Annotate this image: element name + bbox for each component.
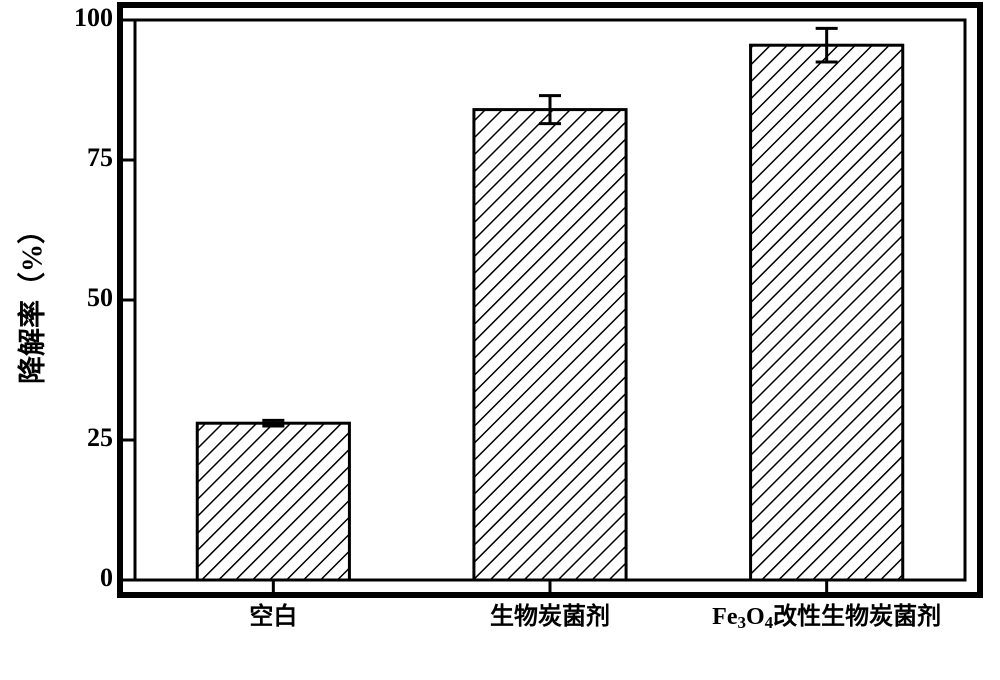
bar (751, 45, 903, 580)
bar (197, 423, 349, 580)
y-axis-label: 降解率（%） (15, 216, 48, 384)
x-tick-label: Fe3O4改性生物炭菌剂 (712, 602, 941, 632)
y-tick-label: 0 (100, 563, 113, 592)
y-tick-label: 25 (87, 423, 113, 452)
y-tick-label: 50 (87, 283, 113, 312)
x-tick-label: 空白 (249, 602, 297, 630)
chart-container: 0 25 50 75 100 降解率（%） 空白 生物炭菌剂 Fe3O4改性生物炭菌剂 (0, 0, 1000, 680)
bar (474, 110, 626, 580)
y-tick-label: 100 (74, 3, 113, 32)
y-tick-label: 75 (87, 143, 113, 172)
x-tick-label: 生物炭菌剂 (490, 602, 610, 630)
